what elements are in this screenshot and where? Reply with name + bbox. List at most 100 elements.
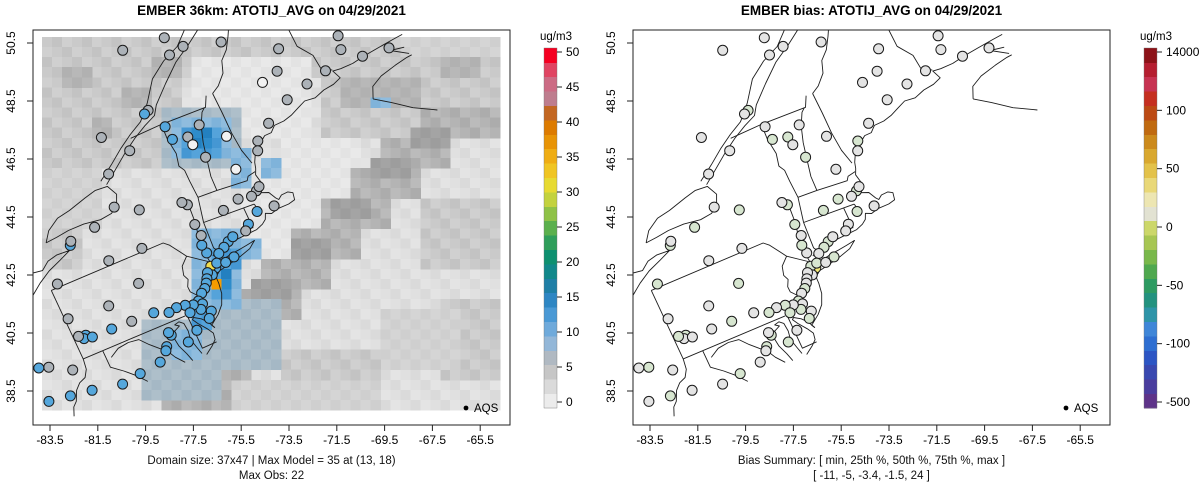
aqs-station-dot — [766, 133, 778, 145]
aqs-station-dot — [673, 330, 684, 342]
aqs-station-dot — [764, 49, 775, 61]
aqs-station-dot — [268, 200, 280, 212]
aqs-station-dot — [695, 132, 707, 143]
aqs-station-dot — [220, 256, 232, 268]
colorbar-tick-label: 45 — [566, 80, 580, 94]
aqs-station-dot — [957, 50, 968, 62]
aqs-station-dot — [252, 135, 264, 147]
colorbar-tick-label: 100 — [1166, 103, 1186, 117]
aqs-station-dot — [803, 312, 815, 324]
aqs-legend-label: AQS — [1074, 403, 1099, 415]
caption-model-line1: Domain size: 37x47 | Max Model = 35 at (… — [147, 455, 396, 467]
y-axis-tick-label: 46.5 — [604, 147, 618, 171]
aqs-station-dot — [164, 49, 175, 61]
colorbar-tick-label: 25 — [566, 220, 580, 234]
y-axis-tick-label: 50.5 — [4, 31, 18, 55]
y-axis-tick-label: 48.5 — [4, 89, 18, 113]
aqs-station-dot — [662, 313, 674, 325]
aqs-station-dot — [801, 247, 813, 259]
aqs-station-dot — [154, 356, 166, 368]
aqs-station-dot — [273, 43, 285, 55]
model-raster-layer — [42, 37, 501, 411]
aqs-station-dot — [189, 219, 201, 230]
aqs-station-dot — [793, 119, 805, 131]
colorbar: 14000 100 50 0 -50 -100 -500 ug/m3 — [1140, 31, 1200, 409]
aqs-station-dot — [776, 197, 788, 208]
aqs-station-dot — [777, 40, 789, 52]
aqs-station-dot — [665, 235, 677, 247]
colorbar-unit-label: ug/m3 — [540, 31, 572, 43]
caption-model: Domain size: 37x47 | Max Model = 35 at (… — [0, 454, 543, 484]
y-axis-tick-label: 50.5 — [604, 31, 618, 55]
aqs-station-dot — [796, 239, 808, 251]
aqs-legend-dot-icon — [463, 405, 469, 411]
aqs-station-dot — [108, 201, 120, 213]
aqs-station-dot — [182, 336, 194, 348]
aqs-station-dot — [813, 248, 825, 259]
map-plot-bias: -83.5 -81.5 -79.5 -77.5 -75.5 -73.5 -71.5 -69.5… — [604, 29, 1200, 447]
aqs-station-dot — [232, 193, 244, 205]
x-axis-tick-label: -67.5 — [419, 433, 447, 447]
aqs-station-dot — [840, 225, 852, 237]
y-axis-tick-label: 44.5 — [4, 205, 18, 229]
aqs-station-dot — [726, 315, 738, 327]
aqs-station-dot — [133, 204, 145, 216]
colorbar-tick-label: 15 — [566, 290, 580, 304]
aqs-station-dot — [846, 190, 857, 202]
aqs-station-dot — [852, 145, 864, 157]
aqs-station-dot — [211, 257, 223, 269]
colorbar-tick-label: -100 — [1166, 337, 1190, 351]
aqs-station-dot — [357, 50, 368, 62]
y-axis-tick-label: 42.5 — [604, 263, 618, 287]
x-axis-tick-label: -83.5 — [636, 433, 664, 447]
aqs-station-dot — [301, 78, 313, 90]
x-axis-tick-label: -73.5 — [875, 433, 903, 447]
panel-title-bias: EMBER bias: ATOTIJ_AVG on 04/29/2021 — [740, 3, 1003, 18]
aqs-station-dot — [51, 278, 63, 290]
aqs-station-dot — [782, 131, 794, 143]
colorbar-tick-label: 30 — [566, 185, 580, 199]
map-content — [633, 30, 1038, 417]
aqs-station-dot — [163, 327, 174, 339]
aqs-station-dot — [193, 119, 205, 131]
aqs-station-dot — [106, 323, 118, 335]
x-axis-tick-label: -77.5 — [780, 433, 808, 447]
x-axis-tick-label: -79.5 — [732, 433, 760, 447]
caption-bias-line1: Bias Summary: [ min, 25th %, 50th %, 75t… — [737, 455, 1006, 467]
caption-model-line2: Max Obs: 22 — [238, 470, 305, 482]
aqs-station-dot — [717, 378, 729, 390]
colorbar-tick-label: -50 — [1166, 278, 1184, 292]
aqs-station-dot — [754, 356, 766, 368]
aqs-station-dot — [221, 130, 232, 142]
aqs-station-dot — [251, 206, 263, 217]
aqs-station-dot — [983, 42, 995, 54]
colorbar-unit-label: ug/m3 — [1140, 31, 1172, 43]
aqs-station-dot — [196, 239, 208, 251]
map-content — [33, 30, 501, 417]
aqs-station-dot — [828, 251, 840, 263]
colorbar-tick-label: 14000 — [1166, 45, 1200, 59]
aqs-legend: AQS — [463, 403, 499, 415]
aqs-station-dot — [821, 130, 832, 142]
x-axis-tick-label: -77.5 — [180, 433, 208, 447]
x-axis-tick-label: -65.5 — [1067, 433, 1095, 447]
aqs-station-dot — [664, 390, 676, 402]
aqs-station-dot — [787, 139, 799, 151]
aqs-station-dot — [65, 235, 77, 247]
x-axis-tick-label: -83.5 — [36, 433, 64, 447]
plot-box — [632, 29, 1111, 426]
map-plot-model: -83.5 -81.5 -79.5 -77.5 -75.5 -73.5 -71.5 -69.5… — [4, 29, 580, 447]
aqs-station-dot — [252, 145, 264, 157]
aqs-station-dot — [686, 331, 698, 343]
panel-model: EMBER 36km: ATOTIJ_AVG on 04/29/2021 -83… — [0, 3, 580, 484]
aqs-station-dot — [227, 231, 239, 243]
x-axis-tick-label: -65.5 — [467, 433, 495, 447]
aqs-station-dot — [791, 324, 803, 336]
aqs-station-dot — [686, 384, 698, 396]
aqs-station-dot — [191, 324, 203, 336]
aqs-station-dot — [739, 108, 750, 120]
aqs-station-dot — [335, 44, 347, 56]
x-axis-tick-label: -75.5 — [228, 433, 256, 447]
aqs-station-dot — [667, 364, 679, 376]
